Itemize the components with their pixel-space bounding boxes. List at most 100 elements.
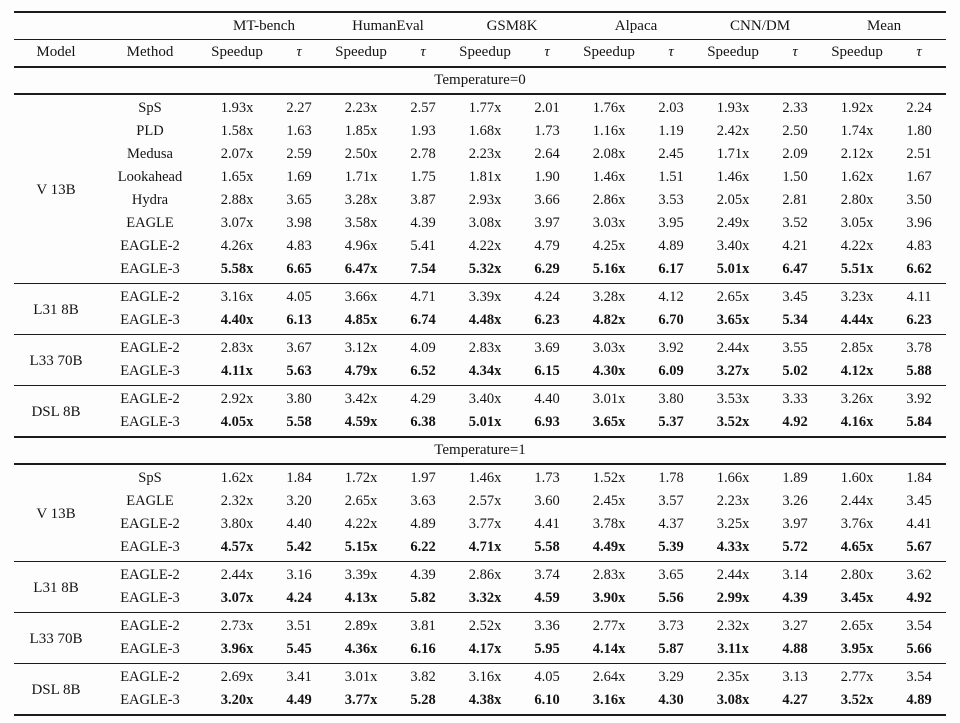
tau-value-cell: 1.78 [644,463,699,490]
speedup-value-cell: 1.65x [220,169,254,185]
speedup-value-cell: 2.35x [698,663,769,689]
speedup-value-cell: 2.07x [220,146,254,162]
speedup-value-cell: 3.07x [220,215,254,231]
col-group-alpaca: Alpaca [574,12,699,40]
speedup-value-cell: 4.16x [840,414,874,430]
tau-value-cell: 1.90 [534,169,560,185]
speedup-value-cell: 2.32x [698,612,769,638]
speedup-value-cell: 4.17x [468,641,502,657]
tau-value-cell: 3.33 [768,385,823,411]
speedup-value-cell: 1.71x [344,169,378,185]
tau-value-cell: 6.29 [534,261,560,277]
speedup-value-cell: 3.11x [717,641,749,657]
method-cell: SpS [98,463,202,490]
speedup-value-cell: 2.45x [592,493,626,509]
speedup-value-cell: 4.48x [468,312,502,328]
tau-value-cell: 5.58 [534,539,560,555]
tau-value-cell: 3.41 [272,663,326,689]
tau-value-cell: 3.78 [892,334,947,360]
speedup-value-cell: 1.62x [202,463,272,490]
speedup-value-cell: 3.08x [716,692,750,708]
speedup-value-cell: 2.65x [822,612,893,638]
tau-value-cell: 2.59 [286,146,312,162]
speedup-value-cell: 2.88x [220,192,254,208]
speedup-value-cell: 2.08x [592,146,626,162]
method-cell: EAGLE-2 [98,283,202,309]
tau-value-cell: 6.13 [286,312,312,328]
speedup-value-cell: 1.62x [840,169,874,185]
tau-value-cell: 5.56 [658,590,684,606]
speedup-value-cell: 1.46x [592,169,626,185]
speedup-value-cell: 5.01x [716,261,750,277]
tau-value-cell: 4.37 [658,516,684,532]
method-cell: EAGLE-3 [120,590,180,606]
tau-value-cell: 1.73 [534,123,560,139]
table-row: EAGLE-3 5.58x 6.65 6.47x 7.54 5.32x 6.29 5.16x 6… [14,258,946,284]
tau-value-cell: 6.52 [410,363,436,379]
tau-value-cell: 3.97 [782,516,808,532]
tau-value-cell: 5.42 [286,539,312,555]
tau-value-cell: 6.38 [410,414,436,430]
speedup-value-cell: 3.95x [840,641,874,657]
speedup-value-cell: 2.80x [822,561,893,587]
header-corner-cell [14,12,202,40]
col-header-tau-cnn-dm: τ [768,39,823,68]
method-cell: EAGLE-3 [120,261,180,277]
model-cell-l31-8b: L31 8B [14,561,98,613]
speedup-value-cell: 2.05x [716,192,750,208]
tau-value-cell: 3.98 [286,215,312,231]
table-row: DSL 8B EAGLE-2 2.69x 3.41 3.01x 3.82 3.16x 4.05… [14,663,947,715]
tau-value-cell: 2.57 [396,93,450,120]
tau-value-cell: 6.09 [658,363,684,379]
tau-value-cell: 3.97 [534,215,560,231]
col-header-speedup-mt-bench: Speedup [202,39,272,68]
speedup-value-cell: 3.65x [592,414,626,430]
tau-value-cell: 4.12 [644,283,699,309]
speedup-value-cell: 4.82x [592,312,626,328]
tau-value-cell: 2.78 [410,146,436,162]
method-cell: EAGLE-2 [98,334,202,360]
tau-value-cell: 5.66 [906,641,932,657]
table-row: L31 8B EAGLE-2 3.16x 4.05 3.66x 4.71 3.39x 4.24… [14,283,947,335]
speedup-value-cell: 2.44x [202,561,272,587]
table-body: Temperature=0 V 13B SpS 1.93x 2.27 2.23x 2.57 1… [14,66,947,715]
tau-value-cell: 1.51 [658,169,684,185]
method-cell: PLD [136,123,164,139]
speedup-value-cell: 5.32x [468,261,502,277]
tau-value-cell: 5.72 [782,539,808,555]
tau-value-cell: 3.36 [520,612,575,638]
tau-value-cell: 3.69 [520,334,575,360]
speedup-value-cell: 5.51x [840,261,874,277]
speedup-value-cell: 2.44x [840,493,874,509]
table-row: Lookahead 1.65x 1.69 1.71x 1.75 1.81x 1.90 1.46… [14,166,946,189]
speedup-value-cell: 2.83x [202,334,272,360]
speedup-value-cell: 2.44x [698,561,769,587]
tau-value-cell: 5.87 [658,641,684,657]
tau-value-cell: 1.73 [520,463,575,490]
speedup-value-cell: 3.03x [574,334,645,360]
tau-value-cell: 4.05 [520,663,575,689]
benchmark-results-table: MT-bench HumanEval GSM8K Alpaca CNN/DM Mean M… [14,11,947,716]
tau-value-cell: 6.70 [658,312,684,328]
tau-value-cell: 5.34 [782,312,808,328]
tau-value-cell: 4.92 [906,590,932,606]
tau-value-cell: 3.96 [906,215,932,231]
tau-value-cell: 3.52 [782,215,808,231]
speedup-value-cell: 3.77x [468,516,502,532]
table-row: L31 8B EAGLE-2 2.44x 3.16 3.39x 4.39 2.86x 3.74… [14,561,947,613]
tau-value-cell: 6.74 [410,312,436,328]
speedup-value-cell: 2.23x [326,93,396,120]
speedup-value-cell: 2.73x [202,612,272,638]
model-cell-v-13b: V 13B [14,93,98,284]
method-cell: Medusa [127,146,173,162]
method-cell: EAGLE-2 [120,238,180,254]
speedup-value-cell: 3.39x [450,283,520,309]
tau-value-cell: 4.79 [534,238,560,254]
model-cell-v-13b: V 13B [14,463,98,562]
speedup-value-cell: 2.89x [326,612,396,638]
speedup-value-cell: 2.65x [698,283,769,309]
speedup-value-cell: 3.66x [326,283,396,309]
tau-value-cell: 2.09 [782,146,808,162]
tau-value-cell: 3.51 [272,612,326,638]
tau-value-cell: 4.71 [396,283,450,309]
